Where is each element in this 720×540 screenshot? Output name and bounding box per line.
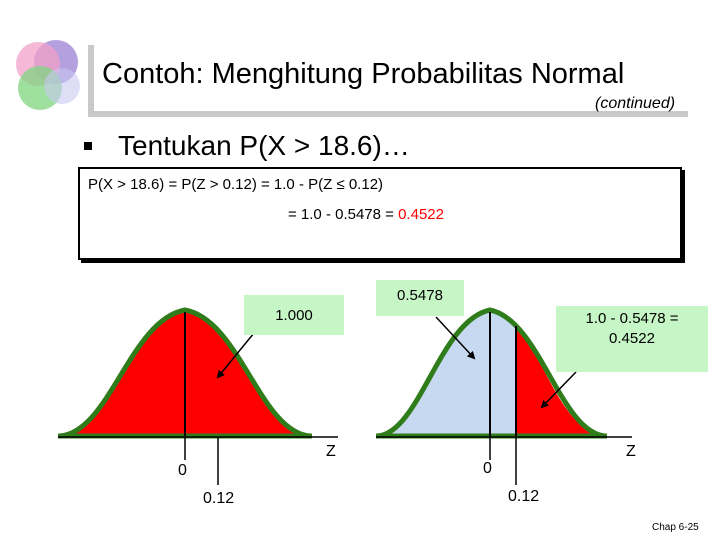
left-axis-label: Z bbox=[326, 443, 336, 460]
left-mean-label: 0 bbox=[178, 462, 187, 479]
right-curve-area-shaded bbox=[516, 326, 605, 436]
calculation-box bbox=[78, 167, 682, 260]
logo-circles-icon bbox=[16, 40, 80, 110]
right-area-callout-line-1: 1.0 - 0.5478 = bbox=[585, 310, 679, 327]
right-callout-arrow-right bbox=[540, 371, 577, 409]
right-curve-outline bbox=[377, 307, 606, 439]
right-axis-label: Z bbox=[626, 443, 636, 460]
total-area-callout: 1.000 bbox=[244, 295, 344, 335]
title-horizontal-rule bbox=[88, 111, 688, 117]
slide-title: Contoh: Menghitung Probabilitas Normal bbox=[102, 58, 625, 90]
right-callout-arrow-left bbox=[435, 316, 476, 360]
left-area-callout: 0.5478 bbox=[376, 280, 464, 316]
footer-page-label: Chap 6-25 bbox=[652, 522, 699, 533]
continued-label: (continued) bbox=[595, 95, 676, 112]
right-area-callout-line-2: 0.4522 bbox=[609, 330, 655, 347]
right-area-callout: 1.0 - 0.5478 = 0.4522 bbox=[556, 306, 708, 372]
right-mean-label: 0 bbox=[483, 460, 492, 477]
left-z-value-label: 0.12 bbox=[203, 490, 235, 507]
right-curve-area-unshaded bbox=[378, 310, 516, 436]
bullet-text: Tentukan P(X > 18.6)… bbox=[118, 130, 410, 161]
calculation-result: 0.4522 bbox=[398, 206, 444, 223]
left-callout-arrow bbox=[216, 332, 255, 379]
bullet-icon bbox=[84, 142, 92, 150]
title-vertical-rule bbox=[88, 45, 94, 111]
right-z-value-label: 0.12 bbox=[508, 488, 540, 505]
calculation-line-1: P(X > 18.6) = P(Z > 0.12) = 1.0 - P(Z ≤ … bbox=[88, 176, 384, 193]
calculation-line-2: = 1.0 - 0.5478 = 0.4522 bbox=[288, 206, 444, 223]
left-curve-outline bbox=[59, 307, 311, 439]
calculation-line-2-text: = 1.0 - 0.5478 = bbox=[288, 206, 399, 223]
